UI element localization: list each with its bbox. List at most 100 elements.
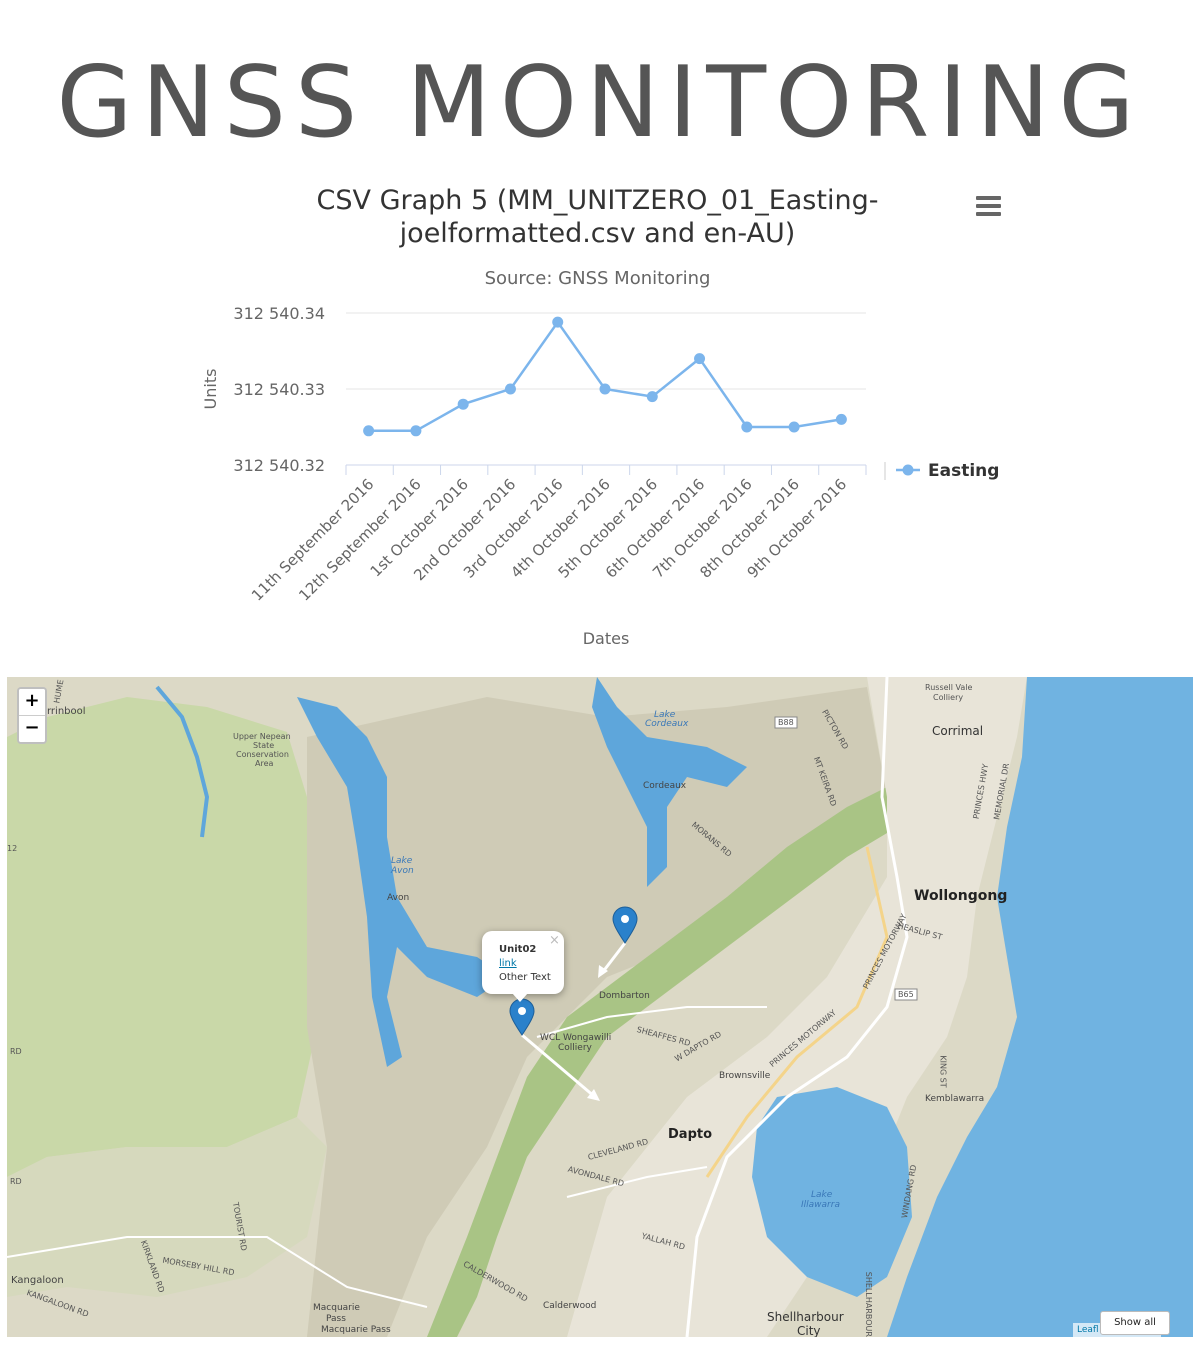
place-label-kangaloon: Kangaloon bbox=[11, 1275, 64, 1286]
place-label-kemblawarra: Kemblawarra bbox=[925, 1094, 985, 1104]
water-label-lake-avon-2: Avon bbox=[391, 866, 414, 876]
place-label-upper-nepean-4: Area bbox=[255, 759, 274, 768]
b65-shield bbox=[894, 988, 918, 1001]
ocean bbox=[887, 677, 1193, 1337]
chart-data-point bbox=[741, 421, 753, 433]
place-label-avon: Avon bbox=[387, 893, 410, 903]
popup-close-button[interactable]: × bbox=[549, 933, 560, 948]
chart-data-point bbox=[552, 316, 564, 328]
place-label-rrinbool: rrinbool bbox=[47, 706, 86, 717]
lake-avon bbox=[297, 697, 507, 1067]
kangaloon-road bbox=[7, 1236, 428, 1308]
place-label-wcl-wongawilli: WCL Wongawilli bbox=[540, 1033, 612, 1043]
chart-data-point bbox=[788, 421, 800, 433]
popup-text: Other Text bbox=[499, 972, 551, 983]
water-label-lake-cordeaux-1: Lake bbox=[654, 710, 676, 720]
chart-title-line-2: joelformatted.csv and en-AU) bbox=[399, 218, 796, 249]
marker-popup: × Unit02 link Other Text bbox=[482, 931, 564, 994]
water-label-lake-avon-1: Lake bbox=[391, 856, 413, 866]
show-all-button[interactable]: Show all bbox=[1100, 1311, 1170, 1335]
chart-data-point bbox=[363, 425, 375, 437]
place-label-russell-colliery: Colliery bbox=[933, 693, 964, 702]
place-label-macquarie-pass-3: Macquarie Pass bbox=[321, 1325, 391, 1335]
chart-series-line bbox=[368, 319, 842, 433]
hamburger-menu-icon bbox=[975, 196, 1001, 200]
lake-illawarra bbox=[752, 1087, 912, 1297]
map-marker-unit01[interactable] bbox=[612, 906, 638, 944]
place-label-brownsville: Brownsville bbox=[719, 1071, 771, 1081]
chart-data-point bbox=[504, 383, 516, 395]
escarpment-forest bbox=[427, 787, 897, 1337]
place-label-corrimal: Corrimal bbox=[932, 724, 984, 738]
farmland-area bbox=[7, 1117, 327, 1297]
road-shield-12-label: 12 bbox=[7, 844, 18, 853]
popup-tip bbox=[512, 993, 528, 1002]
popup-title: Unit02 bbox=[499, 944, 537, 955]
road-label-rd-left: RD bbox=[10, 1047, 22, 1056]
displacement-arrow-unit01 bbox=[600, 942, 627, 974]
place-label-shellharbour-city: City bbox=[797, 1324, 821, 1337]
sheaffes-road bbox=[536, 1006, 767, 1038]
lake-cordeaux bbox=[592, 677, 747, 887]
water-label-lake-illawarra-2: Illawarra bbox=[801, 1200, 840, 1210]
place-label-dapto: Dapto bbox=[668, 1127, 713, 1142]
escarpment-area bbox=[307, 687, 887, 1337]
site-title: GNSS MONITORING bbox=[56, 46, 1144, 160]
b88-shield bbox=[774, 716, 798, 729]
displacement-arrowhead-unit01 bbox=[598, 965, 608, 978]
chart-y-tick-label: 312 540.33 bbox=[233, 380, 325, 399]
zoom-out-button[interactable]: − bbox=[19, 716, 45, 742]
road-label-king-st: KING ST bbox=[938, 1055, 948, 1088]
chart-data-point bbox=[457, 398, 469, 410]
place-label-wollongong: Wollongong bbox=[914, 888, 1008, 904]
place-label-upper-nepean-2: State bbox=[253, 741, 275, 750]
place-label-cordeaux: Cordeaux bbox=[643, 781, 687, 791]
zoom-control: + − bbox=[17, 687, 47, 744]
avondale-road bbox=[566, 1166, 708, 1198]
chart-title: CSV Graph 5 (MM_UNITZERO_01_Easting- joe… bbox=[300, 184, 895, 250]
map-tiles[interactable] bbox=[7, 677, 1193, 1337]
attribution-link[interactable]: Leafl bbox=[1077, 1325, 1099, 1335]
place-label-wcl-colliery: Colliery bbox=[558, 1043, 592, 1053]
displacement-arrowhead-unit02 bbox=[587, 1089, 600, 1101]
chart-container: CSV Graph 5 (MM_UNITZERO_01_Easting- joe… bbox=[0, 170, 1200, 660]
chart-legend-label: Easting bbox=[928, 461, 999, 481]
zoom-in-button[interactable]: + bbox=[19, 689, 45, 716]
place-label-macquarie-pass-1: Macquarie bbox=[313, 1303, 360, 1313]
road-label-shellharbour-rd: SHELLHARBOUR RD bbox=[864, 1271, 874, 1337]
place-label-shellharbour: Shellharbour bbox=[767, 1310, 844, 1324]
chart-title-line-1: CSV Graph 5 (MM_UNITZERO_01_Easting- bbox=[316, 185, 879, 216]
road-shield-b65-label: B65 bbox=[898, 990, 914, 999]
chart-y-tick-label: 312 540.32 bbox=[233, 456, 325, 475]
chart-data-point bbox=[410, 425, 422, 437]
chart-data-point bbox=[835, 413, 847, 425]
place-label-dombarton: Dombarton bbox=[599, 991, 650, 1001]
place-label-russell-vale: Russell Vale bbox=[925, 683, 973, 692]
motorway-road bbox=[705, 846, 889, 1178]
displacement-arrow-unit02 bbox=[521, 1033, 596, 1099]
chart-subtitle: Source: GNSS Monitoring bbox=[484, 268, 711, 289]
road-label-rd-left-2: RD bbox=[10, 1177, 22, 1186]
chart-legend-marker bbox=[902, 464, 914, 476]
water-label-lake-cordeaux-2: Cordeaux bbox=[645, 719, 689, 729]
place-label-calderwood: Calderwood bbox=[543, 1301, 597, 1311]
map-view[interactable]: + − Wollongong Corrimal Dapto Shellharbo… bbox=[7, 677, 1193, 1337]
chart-y-axis-title: Units bbox=[201, 369, 220, 410]
chart-x-axis-title: Dates bbox=[583, 629, 630, 648]
chart-y-tick-label: 312 540.34 bbox=[233, 304, 325, 323]
place-label-macquarie-pass-2: Pass bbox=[326, 1314, 346, 1324]
hamburger-menu-icon-bar bbox=[975, 204, 1001, 208]
water-label-lake-illawarra-1: Lake bbox=[811, 1190, 833, 1200]
national-park-area bbox=[7, 697, 317, 1177]
hamburger-menu-icon-bar bbox=[975, 212, 1001, 216]
road-shield-b88-label: B88 bbox=[778, 718, 794, 727]
popup-link[interactable]: link bbox=[499, 958, 517, 969]
chart-data-point bbox=[599, 383, 611, 395]
chart-data-point bbox=[694, 353, 706, 365]
chart-context-menu-button[interactable] bbox=[970, 192, 1006, 222]
place-label-upper-nepean-1: Upper Nepean bbox=[233, 732, 291, 741]
place-label-upper-nepean-3: Conservation bbox=[236, 750, 289, 759]
princes-highway-road bbox=[685, 677, 909, 1337]
river bbox=[155, 685, 210, 838]
